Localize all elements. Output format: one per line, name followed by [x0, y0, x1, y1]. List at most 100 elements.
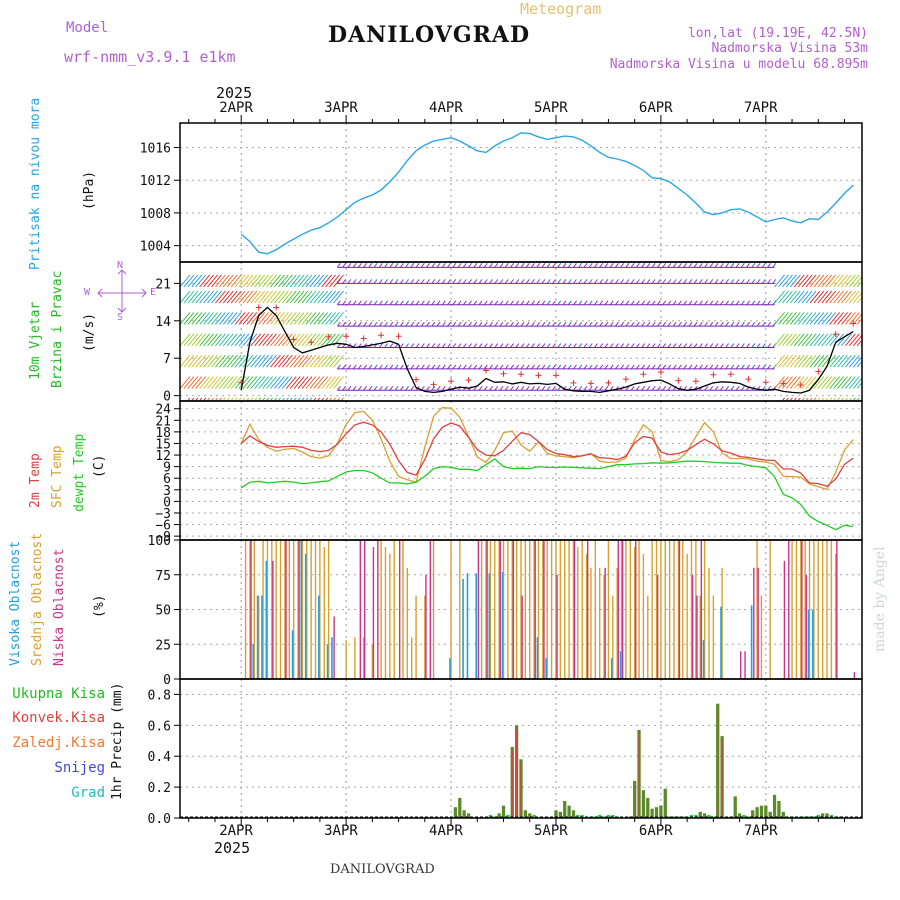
wind-barb — [431, 263, 436, 268]
wind-barb — [756, 386, 761, 391]
wind-barb — [394, 386, 399, 391]
precip-bar — [799, 816, 803, 818]
wind-barb — [667, 300, 672, 306]
y-tick-label: 0.6 — [148, 719, 171, 734]
precip-bar — [584, 816, 589, 818]
wind-barb — [662, 386, 667, 391]
wind-barb — [473, 321, 478, 327]
precip-bar — [628, 816, 632, 818]
wind-barb-strong — [782, 354, 793, 368]
wind-barb-strong — [215, 333, 226, 347]
wind-barb-strong — [285, 333, 297, 347]
wind-barb-strong — [246, 333, 258, 347]
wind-barb-strong — [833, 312, 844, 325]
wind-barb — [698, 343, 703, 348]
wind-barb-strong — [285, 354, 297, 368]
wind-barb — [730, 343, 735, 348]
wind-barb — [436, 321, 441, 327]
wind-barb — [693, 263, 698, 268]
wind-barb — [615, 263, 619, 268]
wind-barb-strong — [226, 354, 238, 368]
wind-barb — [363, 321, 368, 327]
wind-barb — [677, 343, 682, 348]
wind-barb — [688, 364, 693, 370]
precip-bar — [790, 816, 794, 818]
wind-barb — [599, 321, 604, 327]
precip-bar — [571, 810, 576, 818]
precip-bar — [488, 814, 493, 818]
wind-barb — [588, 279, 593, 284]
wind-barb-strong — [183, 274, 195, 288]
wind-barb-strong — [812, 397, 817, 401]
wind-barb-strong — [293, 376, 305, 389]
y-tick-label: 12 — [155, 449, 171, 464]
wind-barb — [462, 343, 467, 348]
wind-barb — [672, 300, 677, 306]
wind-barb-strong — [782, 312, 793, 325]
wind-barb-strong — [203, 312, 214, 325]
wind-barb-strong — [285, 274, 297, 288]
wind-barb — [567, 300, 572, 306]
wind-barb-strong — [270, 354, 281, 368]
wind-barb-strong — [234, 354, 246, 368]
top-date-label: 3APR — [324, 100, 358, 116]
wind-barb-strong — [305, 290, 317, 304]
wind-barb-strong — [230, 312, 242, 325]
wind-barb — [410, 386, 415, 391]
wind-barb-strong — [222, 312, 234, 325]
cloud-label-high: Visoka Oblacnost — [8, 540, 23, 666]
wind-barb — [714, 364, 719, 370]
wind-barb-strong — [246, 376, 258, 389]
wind-barb — [420, 300, 425, 306]
wind-barb — [426, 386, 430, 391]
wind-barb-strong — [195, 354, 207, 368]
wind-barb — [615, 321, 619, 327]
wind-barb — [609, 343, 614, 348]
wind-barb-strong — [793, 354, 805, 368]
precip-bar — [602, 816, 606, 818]
wind-barb — [499, 343, 504, 348]
wind-barb-strong — [186, 397, 191, 401]
wind-barb-strong — [234, 333, 246, 347]
wind-barb — [620, 279, 625, 284]
wind-barb — [536, 343, 541, 348]
wind-speed-line — [240, 306, 854, 394]
wind-barb-strong — [207, 290, 218, 304]
wind-barb — [552, 321, 556, 327]
wind-barb — [599, 386, 604, 391]
wind-barb-strong — [801, 274, 813, 288]
wind-barb — [604, 263, 609, 268]
wind-barb — [746, 263, 750, 268]
wind-barb — [657, 279, 661, 284]
wind-barb-strong — [274, 290, 285, 304]
wind-barb-strong — [289, 290, 301, 304]
wind-barb-strong — [226, 290, 238, 304]
precip-bar — [646, 797, 650, 818]
wind-barb — [709, 263, 714, 268]
wind-barb-strong — [187, 354, 199, 368]
wind-barb — [714, 263, 719, 268]
wind-barb-strong — [195, 312, 207, 325]
wind-gust-mark — [500, 370, 507, 377]
precip-bar — [663, 788, 667, 818]
wind-barb — [756, 321, 761, 327]
wind-barb-strong — [226, 376, 238, 389]
precip-bar — [803, 816, 807, 818]
wind-barb-strong — [833, 354, 844, 368]
wind-barb-strong — [207, 376, 218, 389]
compass-n: N — [117, 260, 124, 271]
wind-barb-strong — [289, 333, 301, 347]
wind-barb — [641, 321, 646, 327]
wind-barb — [620, 364, 625, 370]
wind-barb-strong — [270, 333, 281, 347]
wind-barb-strong — [852, 334, 862, 347]
wind-gust-mark — [535, 372, 542, 379]
wind-barb — [636, 321, 640, 327]
wind-barb — [541, 279, 546, 284]
wind-barb-strong — [856, 381, 862, 389]
wind-barb — [594, 386, 598, 391]
wind-barb-strong — [297, 312, 309, 325]
wind-barb-strong — [222, 397, 226, 401]
wind-barb-strong — [809, 274, 821, 288]
wind-barb-strong — [797, 354, 809, 368]
